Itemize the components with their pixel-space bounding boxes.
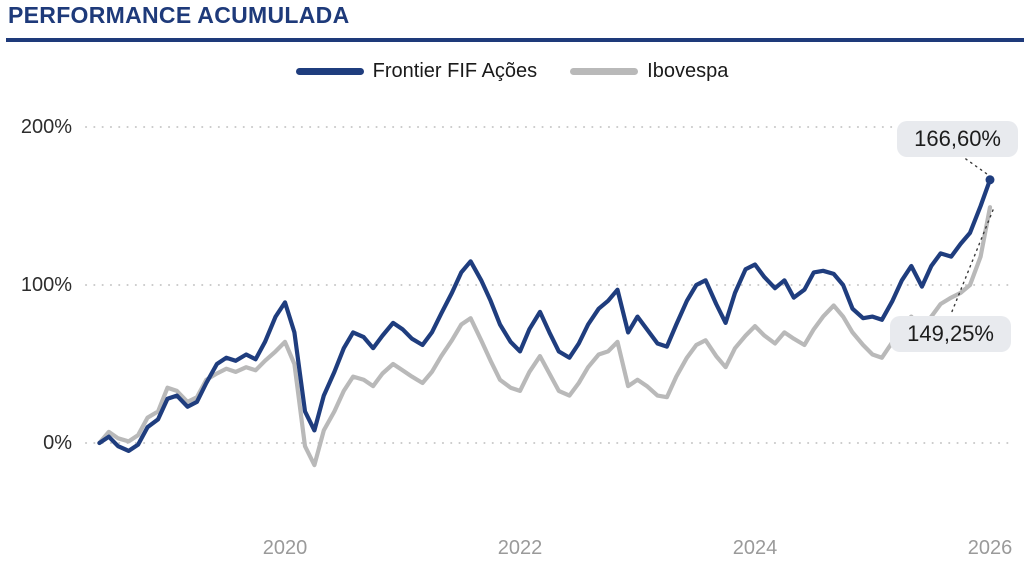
series-line-ibovespa bbox=[97, 205, 993, 468]
title-underline bbox=[6, 38, 1024, 42]
bench-final-value-badge: 149,25% bbox=[890, 316, 1011, 352]
x-tick-2020: 2020 bbox=[262, 537, 308, 559]
legend-swatch-frontier bbox=[295, 67, 364, 75]
x-tick-2026: 2026 bbox=[967, 537, 1013, 559]
y-tick-200: 200% bbox=[20, 116, 72, 138]
series-line-frontier bbox=[97, 177, 993, 453]
legend-swatch-ibovespa bbox=[570, 67, 639, 75]
x-tick-2024: 2024 bbox=[732, 537, 778, 559]
bench-leader-line bbox=[950, 209, 994, 315]
page-title: PERFORMANCE ACUMULADA bbox=[8, 2, 350, 28]
y-tick-0: 0% bbox=[43, 432, 72, 454]
legend-label-ibovespa: Ibovespa bbox=[647, 59, 729, 82]
x-tick-2022: 2022 bbox=[497, 537, 543, 559]
chart-legend: Frontier FIF Ações Ibovespa bbox=[0, 58, 1024, 84]
fund-endpoint-dot bbox=[985, 175, 995, 185]
fund-final-value-badge: 166,60% bbox=[897, 121, 1018, 157]
y-tick-100: 100% bbox=[20, 274, 72, 296]
legend-label-frontier: Frontier FIF Ações bbox=[372, 59, 538, 82]
